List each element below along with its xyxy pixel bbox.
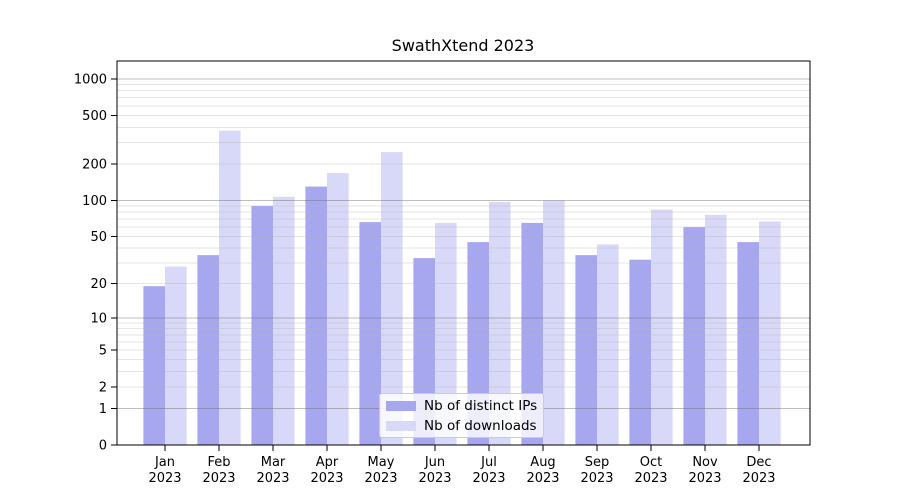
x-tick-label-month: Nov	[692, 455, 718, 470]
legend-item-distinct-ips: Nb of distinct IPs	[386, 397, 538, 414]
x-tick-label-month: Apr	[316, 455, 339, 470]
y-tick-label: 20	[90, 277, 107, 292]
x-tick-label-month: Jun	[424, 455, 445, 470]
bar-jul-downloads	[489, 202, 511, 445]
bar-dec-distinct-ips	[737, 242, 759, 445]
gridlines-group	[117, 78, 810, 409]
y-tick-label: 10	[90, 311, 107, 326]
x-tick-label-year: 2023	[202, 471, 235, 486]
y-tick-label: 0	[99, 439, 107, 454]
x-tick-label-year: 2023	[418, 471, 451, 486]
bar-mar-distinct-ips	[251, 205, 273, 445]
bar-apr-downloads	[327, 173, 349, 445]
bar-feb-downloads	[219, 130, 241, 445]
bar-may-distinct-ips	[359, 222, 381, 445]
y-tick-label: 100	[82, 194, 107, 209]
x-tick-label-year: 2023	[742, 471, 775, 486]
x-tick-label-year: 2023	[364, 471, 397, 486]
bar-may-downloads	[381, 152, 403, 445]
bar-nov-distinct-ips	[683, 227, 705, 445]
bar-sep-distinct-ips	[575, 255, 597, 445]
plot-border	[116, 60, 811, 446]
x-tick-label-month: May	[368, 455, 395, 470]
chart-title: SwathXtend 2023	[392, 36, 535, 55]
x-tick-label-month: Aug	[530, 455, 555, 470]
y-tick-label: 1	[99, 402, 107, 417]
x-tick-label-year: 2023	[310, 471, 343, 486]
x-tick-label-month: Jul	[480, 455, 497, 470]
y-tick-label: 2	[99, 380, 107, 395]
x-tick-label-year: 2023	[688, 471, 721, 486]
x-tick-label-year: 2023	[526, 471, 559, 486]
x-tick-label-year: 2023	[580, 471, 613, 486]
bar-jan-distinct-ips	[143, 286, 165, 445]
x-tick-label-month: Jan	[154, 455, 175, 470]
x-tick-label-year: 2023	[148, 471, 181, 486]
x-tick-label-month: Sep	[585, 455, 610, 470]
bar-aug-distinct-ips	[521, 222, 543, 445]
bar-jun-downloads	[435, 222, 457, 445]
bar-dec-downloads	[759, 221, 781, 445]
legend-label-distinct-ips: Nb of distinct IPs	[424, 397, 538, 414]
axes-group	[116, 60, 811, 446]
bar-mar-downloads	[273, 196, 295, 445]
legend-swatch-downloads-icon	[386, 420, 416, 431]
x-tick-label-year: 2023	[472, 471, 505, 486]
legend-item-downloads: Nb of downloads	[386, 417, 537, 434]
bar-apr-distinct-ips	[305, 186, 327, 445]
y-tick-label: 1000	[74, 72, 107, 87]
y-tick-label: 50	[90, 230, 107, 245]
bar-feb-distinct-ips	[197, 255, 219, 445]
bar-oct-distinct-ips	[629, 259, 651, 445]
x-tick-label-month: Dec	[746, 455, 771, 470]
tick-marks-group	[111, 78, 760, 451]
tick-labels-group: 01251020501002005001000Jan2023Feb2023Mar…	[74, 72, 776, 486]
x-tick-label-year: 2023	[634, 471, 667, 486]
y-tick-label: 5	[99, 344, 107, 359]
legend-label-downloads: Nb of downloads	[424, 417, 537, 434]
y-tick-label: 500	[82, 109, 107, 124]
x-tick-label-year: 2023	[256, 471, 289, 486]
bar-oct-downloads	[651, 209, 673, 445]
bar-nov-downloads	[705, 214, 727, 445]
bar-jan-downloads	[165, 266, 187, 445]
x-tick-label-month: Feb	[207, 455, 230, 470]
x-tick-label-month: Mar	[261, 455, 286, 470]
y-tick-label: 200	[82, 157, 107, 172]
x-tick-label-month: Oct	[640, 455, 662, 470]
legend-swatch-distinct-ips-icon	[386, 400, 416, 411]
bar-sep-downloads	[597, 244, 619, 445]
legend: Nb of distinct IPs Nb of downloads	[379, 393, 544, 438]
bar-aug-downloads	[543, 200, 565, 445]
